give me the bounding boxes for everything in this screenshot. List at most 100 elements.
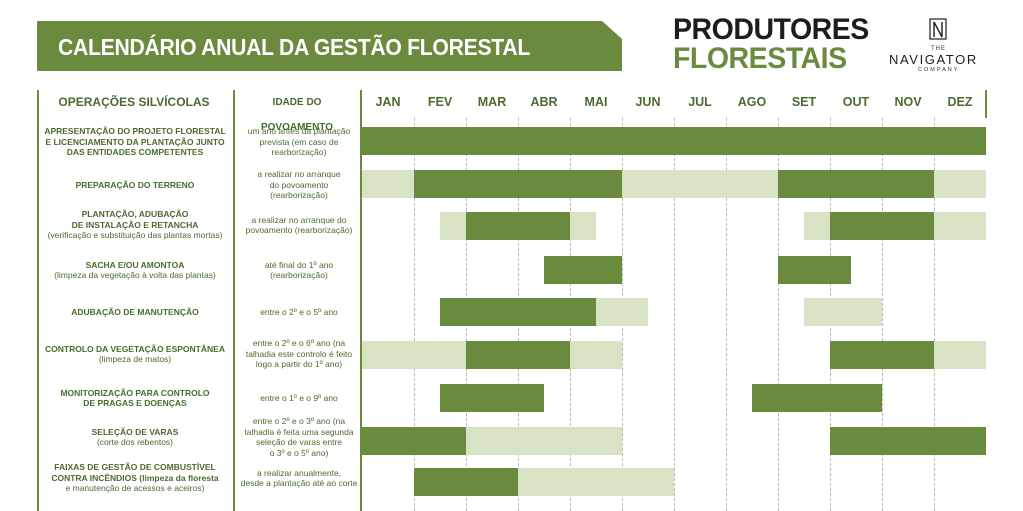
activity-bar-main xyxy=(544,256,622,284)
month-ago: AGO xyxy=(737,95,767,109)
header-age: IDADE DO POVOAMENTO xyxy=(260,97,334,133)
operation-name-line: SACHA E/OU AMONTOA xyxy=(85,259,185,270)
activity-bar-optional xyxy=(466,427,622,455)
population-age: entre o 2º e o 3º ano (na talhadia é feit… xyxy=(238,415,360,459)
population-age: até final do 1º ano (rearborização) xyxy=(238,250,360,290)
operation-name: SELEÇÃO DE VARAS (corte dos rebentos) xyxy=(40,417,230,457)
activity-bar-optional xyxy=(622,170,778,198)
activity-bar-main xyxy=(830,341,934,369)
activity-bar-optional xyxy=(570,341,622,369)
activity-bar-main xyxy=(830,212,934,240)
population-age-line: seleção de varas entre xyxy=(256,437,342,447)
month-set: SET xyxy=(791,95,817,109)
operation-name: PLANTAÇÃO, ADUBAÇÃO DE INSTALAÇÃO E RETAN… xyxy=(40,205,230,245)
operation-name: APRESENTAÇÃO DO PROJETO FLORESTAL E LICEN… xyxy=(40,122,230,162)
population-age-line: o 3º e o 5º ano) xyxy=(269,447,329,458)
activity-bar-optional xyxy=(570,212,596,240)
operation-name-line: e manutenção de acessos e aceiros) xyxy=(65,483,205,494)
population-age-line: um ano antes da plantação xyxy=(247,126,351,137)
population-age-line: entre o 2º e o 6º ano (na xyxy=(252,338,346,349)
month-jan: JAN xyxy=(375,95,401,109)
operation-name-line: APRESENTAÇÃO DO PROJETO FLORESTAL xyxy=(44,126,226,137)
activity-bar-main xyxy=(778,256,851,284)
month-abr: ABR xyxy=(530,95,558,109)
population-age-line: a realizar no arranque do xyxy=(251,214,347,225)
population-age: um ano antes da plantação prevista (em ca… xyxy=(238,122,360,162)
activity-bar-main xyxy=(440,298,596,326)
month-divider xyxy=(778,118,779,511)
activity-bar-optional xyxy=(440,212,466,240)
population-age-line: povoamento (rearborização) xyxy=(245,225,353,235)
divider-ops-age xyxy=(233,90,235,511)
month-mai: MAI xyxy=(584,95,608,109)
activity-bar-main xyxy=(752,384,882,412)
brand-line-1: PRODUTORES xyxy=(673,13,869,46)
month-divider xyxy=(414,118,415,511)
activity-bar-optional xyxy=(362,341,466,369)
operation-name-line: DE INSTALAÇÃO E RETANCHA xyxy=(71,219,199,230)
month-fev: FEV xyxy=(427,95,453,109)
operation-name: PREPARAÇÃO DO TERRENO xyxy=(40,165,230,205)
operation-name-line: CONTRA INCÊNDIOS (limpeza da floresta xyxy=(51,472,219,483)
population-age-line: prevista (em caso de xyxy=(259,136,339,147)
divider-age-months xyxy=(360,90,362,511)
population-age-line: do povoamento xyxy=(269,179,329,190)
population-age-line: talhadia este controlo é feito xyxy=(245,348,353,359)
activity-bar-main xyxy=(414,468,518,496)
right-border xyxy=(985,90,987,118)
operation-name-line: (corte dos rebentos) xyxy=(96,437,174,447)
operation-name-line: PLANTAÇÃO, ADUBAÇÃO xyxy=(81,209,189,220)
operation-name-line: DAS ENTIDADES COMPETENTES xyxy=(66,147,204,158)
activity-bar-optional xyxy=(596,298,648,326)
population-age-line: a realizar no arranque xyxy=(257,169,341,180)
population-age-line: entre o 2º e o 3º ano (na xyxy=(252,416,346,426)
navigator-n-icon xyxy=(929,18,947,40)
population-age: a realizar no arranque do povoamento (rear… xyxy=(238,165,360,205)
population-age: entre o 1º e o 9º ano xyxy=(238,378,360,418)
population-age-line: desde a plantação até ao corte xyxy=(240,478,358,488)
population-age-line: a realizar anualmente, xyxy=(256,467,342,478)
population-age: a realizar no arranque do povoamento (rea… xyxy=(238,205,360,245)
month-mar: MAR xyxy=(477,95,507,109)
activity-bar-optional xyxy=(934,212,986,240)
operation-name-line: DE PRAGAS E DOENÇAS xyxy=(83,398,187,408)
month-jun: JUN xyxy=(635,95,661,109)
month-divider xyxy=(934,118,935,511)
operation-name: FAIXAS DE GESTÃO DE COMBUSTÍVEL CONTRA IN… xyxy=(40,458,230,498)
activity-bar-main xyxy=(362,127,986,155)
logo-name: NAVIGATOR xyxy=(889,52,978,67)
month-divider xyxy=(726,118,727,511)
activity-bar-optional xyxy=(518,468,674,496)
logo-the: THE xyxy=(931,46,946,52)
activity-bar-optional xyxy=(934,170,986,198)
operation-name: ADUBAÇÃO DE MANUTENÇÃO xyxy=(40,292,230,332)
activity-bar-main xyxy=(440,384,544,412)
month-dez: DEZ xyxy=(947,95,973,109)
header-operations: OPERAÇÕES SILVÍCOLAS xyxy=(58,95,210,109)
brand-line-2: FLORESTAIS xyxy=(673,42,847,75)
month-divider xyxy=(882,118,883,511)
population-age-line: logo a partir do 1º ano) xyxy=(255,359,343,370)
operation-name-line: PREPARAÇÃO DO TERRENO xyxy=(75,179,195,190)
month-jul: JUL xyxy=(688,95,712,109)
activity-bar-main xyxy=(778,170,934,198)
operation-name-line: (limpeza de matos) xyxy=(98,354,172,364)
operation-name: SACHA E/OU AMONTOA (limpeza da vegetação … xyxy=(40,250,230,290)
population-age-line: até final do 1º ano xyxy=(264,259,334,270)
population-age: a realizar anualmente, desde a plantação … xyxy=(238,458,360,498)
population-age-line: talhadia é feita uma segunda xyxy=(244,426,354,437)
population-age: entre o 2º e o 6º ano (na talhadia este c… xyxy=(238,334,360,374)
population-age-line: (rearborização) xyxy=(270,270,328,280)
population-age-line: entre o 1º e o 9º ano xyxy=(260,392,338,403)
operation-name-line: SELEÇÃO DE VARAS xyxy=(91,426,179,437)
activity-bar-main xyxy=(466,212,570,240)
activity-bar-optional xyxy=(804,212,830,240)
operation-name-line: CONTROLO DA VEGETAÇÃO ESPONTÂNEA xyxy=(45,343,225,354)
operation-name-line: FAIXAS DE GESTÃO DE COMBUSTÍVEL xyxy=(54,462,216,473)
left-border xyxy=(37,90,39,511)
month-nov: NOV xyxy=(894,95,922,109)
population-age: entre o 2º e o 5º ano xyxy=(238,292,360,332)
operation-name-line: ADUBAÇÃO DE MANUTENÇÃO xyxy=(71,306,199,317)
title-banner xyxy=(37,21,622,71)
population-age-line: (rearborização) xyxy=(270,190,328,201)
